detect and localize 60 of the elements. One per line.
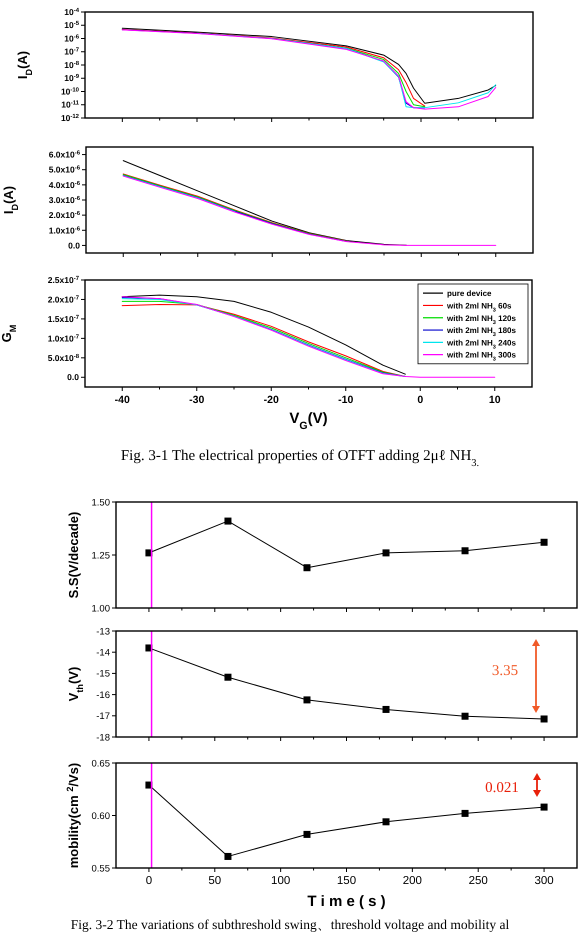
y-tick-label: 10$^{-8}$ — [64, 60, 80, 70]
y-tick-label: 5.0x10$^{-6}$ — [48, 164, 81, 175]
y-tick-label: -13 — [96, 626, 110, 638]
legend-label: with 2ml NH$_{3}$ 180s — [446, 326, 516, 338]
y-tick-label: -18 — [96, 732, 110, 744]
y-tick-label: 1.00 — [92, 603, 110, 614]
x-tick-label: -20 — [264, 394, 279, 406]
y-tick-label: 2.5x10$^{-7}$ — [48, 274, 80, 285]
caption: Fig. 3-1 The electrical properties of OTFT adding 2μℓ NH$_{3.}$ — [120, 448, 480, 468]
legend-label: with 2ml NH$_{3}$ 60s — [446, 301, 512, 314]
x-tick-label: 0 — [417, 394, 424, 406]
x-tick-label: -10 — [338, 394, 354, 406]
y-tick-label: 10$^{-6}$ — [64, 33, 80, 44]
y-tick-label: 1.50 — [92, 497, 110, 508]
y-tick-label: 10$^{-7}$ — [64, 46, 80, 57]
x-tick-label: -30 — [189, 394, 204, 406]
y-tick-label: -17 — [96, 711, 110, 722]
y-tick-label: -16 — [96, 690, 110, 701]
y-tick-label: 5.0x10$^{-8}$ — [48, 352, 80, 363]
legend-label: with 2ml NH$_{3}$ 300s — [446, 350, 516, 363]
y-tick-label: 0.0 — [68, 240, 80, 250]
x-tick-label: 250 — [468, 875, 488, 887]
annotation: 0.021 — [485, 780, 519, 796]
x-tick-label: 10 — [488, 394, 501, 406]
y-tick-label: 0.55 — [92, 863, 110, 874]
x-tick-label: 50 — [208, 875, 222, 887]
y-tick-label: 0.65 — [92, 758, 110, 770]
x-tick-label: 200 — [402, 875, 422, 887]
y-tick-label: 4.0x10$^{-6}$ — [48, 180, 81, 190]
y-tick-label: 0.60 — [92, 810, 110, 822]
y-tick-label: 1.0x10$^{-6}$ — [48, 225, 81, 236]
x-tick-label: 100 — [271, 875, 290, 887]
y-tick-label: 1.5x10$^{-7}$ — [48, 314, 80, 324]
y-tick-label: -15 — [96, 668, 110, 680]
legend-label: with 2ml NH$_{3}$ 120s — [446, 314, 516, 326]
x-tick-label: 0 — [146, 875, 152, 887]
legend-label: pure device — [447, 289, 492, 298]
y-tick-label: 6.0x10$^{-6}$ — [48, 150, 81, 160]
x-axis-title: V$_{G}$(V) — [289, 410, 328, 432]
y-tick-label: 2.0x10$^{-7}$ — [48, 294, 80, 304]
y-tick-label: 2.0x10$^{-6}$ — [48, 210, 81, 220]
x-tick-label: 150 — [336, 875, 356, 887]
annotation: 3.35 — [492, 663, 518, 679]
y-tick-label: 1.0x10$^{-7}$ — [48, 333, 80, 344]
y-tick-label: 10$^{-9}$ — [64, 73, 80, 84]
y-tick-label: 10$^{-12}$ — [60, 112, 80, 123]
y-tick-label: 3.0x10$^{-6}$ — [48, 194, 81, 205]
y-tick-label: 10$^{-10}$ — [60, 86, 80, 96]
y-tick-label: 10$^{-11}$ — [61, 100, 80, 110]
y-tick-label: 10$^{-4}$ — [64, 6, 80, 17]
x-axis-title: T i m e ( s ) — [307, 893, 386, 910]
y-axis-title: S.S(V/decade) — [66, 512, 81, 598]
x-tick-label: -40 — [114, 394, 130, 406]
caption: Fig. 3-2 The variations of subthreshold swing、threshold voltage and mobility al — [70, 917, 510, 932]
y-tick-label: -14 — [96, 648, 110, 659]
y-tick-label: 1.25 — [92, 550, 110, 562]
x-tick-label: 300 — [534, 875, 554, 887]
y-tick-label: 10$^{-5}$ — [64, 20, 80, 30]
legend-label: with 2ml NH$_{3}$ 240s — [446, 338, 516, 350]
y-tick-label: 0.0 — [67, 372, 80, 382]
